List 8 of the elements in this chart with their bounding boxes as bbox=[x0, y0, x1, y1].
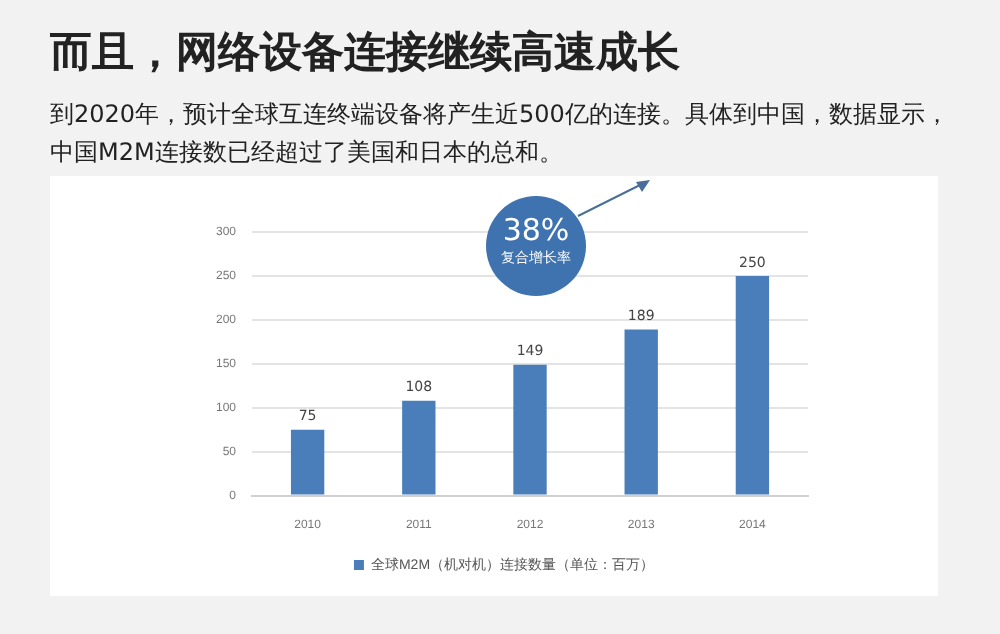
bar bbox=[513, 364, 547, 495]
annotation: 38% bbox=[500, 212, 572, 248]
bar bbox=[290, 429, 325, 495]
chart-title: 而且，网络设备连接继续高速成长 bbox=[50, 26, 680, 80]
chart-subtitle: 到2020年，预计全球互连终端设备将产生近500亿的连接。具体到中国，数据显示，中国M2M连接数已经超过了美国和日本的总和。 bbox=[50, 98, 950, 170]
bar bbox=[735, 275, 770, 495]
bar bbox=[624, 329, 658, 495]
bar bbox=[402, 400, 436, 495]
